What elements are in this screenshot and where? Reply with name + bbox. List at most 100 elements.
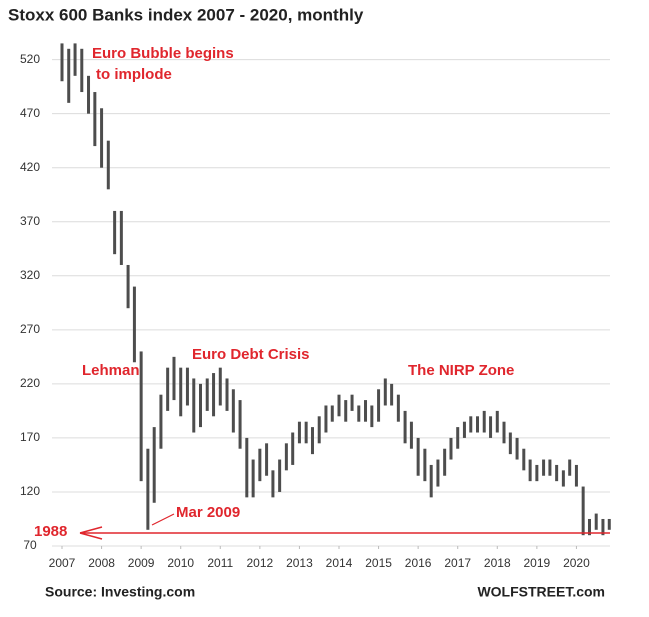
range-bar	[67, 48, 71, 103]
range-bar	[482, 410, 486, 433]
x-tick-label: 2020	[563, 556, 590, 570]
y-tick-label: 270	[20, 322, 40, 336]
x-tick-label: 2017	[444, 556, 471, 570]
range-bar	[416, 437, 420, 476]
range-bar	[390, 383, 394, 406]
range-bar	[126, 264, 130, 309]
range-bar	[502, 421, 506, 444]
annotation-pointer	[151, 513, 175, 526]
range-bar	[587, 518, 591, 536]
range-bar	[159, 394, 163, 449]
range-bar	[456, 427, 460, 449]
range-bar	[73, 43, 77, 76]
annotation: The NIRP Zone	[408, 362, 514, 379]
range-bar	[251, 459, 255, 498]
x-tick-label: 2007	[49, 556, 76, 570]
chart-title: Stoxx 600 Banks index 2007 - 2020, month…	[8, 5, 364, 24]
range-bar	[139, 351, 143, 482]
range-bar	[113, 210, 117, 255]
range-bar	[574, 464, 578, 487]
x-tick-label: 2015	[365, 556, 392, 570]
range-bar	[548, 459, 552, 476]
range-bar	[476, 416, 479, 433]
range-bar	[555, 464, 559, 482]
range-bar	[185, 367, 189, 406]
range-bar	[344, 400, 348, 422]
annotation: Euro Debt Crisis	[192, 346, 310, 363]
range-bar	[429, 464, 433, 498]
range-bar	[258, 448, 262, 482]
range-bar	[330, 405, 334, 422]
annotation: Euro Bubble begins	[92, 45, 234, 62]
range-bar	[317, 416, 321, 444]
range-bar	[489, 416, 493, 438]
y-tick-label: 70	[23, 538, 37, 552]
range-bar	[515, 437, 519, 460]
range-bar	[212, 373, 216, 417]
range-bar	[199, 383, 202, 428]
range-bar	[80, 48, 84, 93]
x-tick-label: 2012	[247, 556, 274, 570]
range-bar	[304, 421, 308, 444]
annotation: Lehman	[82, 362, 140, 379]
range-bar	[119, 210, 123, 265]
x-tick-label: 2011	[207, 556, 233, 570]
range-bar	[449, 437, 453, 460]
annotation: Mar 2009	[176, 504, 240, 521]
range-bar	[508, 432, 512, 455]
range-bar	[106, 140, 110, 190]
brand: WOLFSTREET.com	[477, 584, 605, 600]
range-bar	[469, 416, 473, 433]
range-bar	[238, 400, 242, 449]
reference-label: 1988	[34, 523, 67, 540]
range-bar	[231, 389, 235, 433]
range-bar	[522, 448, 526, 471]
range-bar	[245, 437, 249, 498]
range-bar	[542, 459, 546, 476]
y-tick-label: 220	[20, 376, 40, 390]
range-bar	[535, 464, 539, 482]
range-bar	[291, 432, 295, 465]
range-bar	[364, 400, 368, 422]
x-tick-label: 2008	[88, 556, 115, 570]
x-tick-label: 2014	[326, 556, 353, 570]
range-bar	[87, 75, 91, 114]
range-bar	[179, 367, 183, 417]
range-bar	[396, 394, 400, 422]
range-bar	[225, 378, 229, 411]
arrow	[79, 526, 103, 540]
range-bar	[278, 459, 282, 492]
range-bar	[324, 405, 328, 433]
range-bar	[561, 470, 565, 487]
range-bar	[205, 378, 209, 411]
range-bar	[462, 421, 466, 438]
range-bar	[337, 394, 341, 417]
range-bar	[93, 92, 97, 147]
range-bar	[60, 43, 64, 82]
range-bar	[271, 470, 275, 498]
annotation: to implode	[96, 66, 172, 83]
y-tick-label: 370	[20, 214, 40, 228]
range-bar	[607, 518, 611, 530]
range-bar	[192, 378, 196, 433]
range-bar	[601, 518, 605, 536]
range-bar	[409, 421, 413, 449]
range-bar	[350, 394, 354, 411]
source: Source: Investing.com	[45, 584, 195, 600]
range-bar	[152, 427, 156, 503]
y-tick-label: 320	[20, 268, 40, 282]
range-bar	[377, 389, 381, 422]
x-tick-label: 2016	[405, 556, 432, 570]
range-bar	[594, 513, 598, 530]
range-bar	[172, 356, 176, 401]
range-bar	[383, 378, 387, 406]
range-bar	[403, 410, 407, 444]
range-bar	[297, 421, 301, 444]
range-bar	[568, 459, 572, 476]
x-tick-label: 2009	[128, 556, 155, 570]
y-tick-label: 420	[20, 160, 40, 174]
range-bar	[423, 448, 427, 482]
range-bar	[218, 367, 222, 406]
